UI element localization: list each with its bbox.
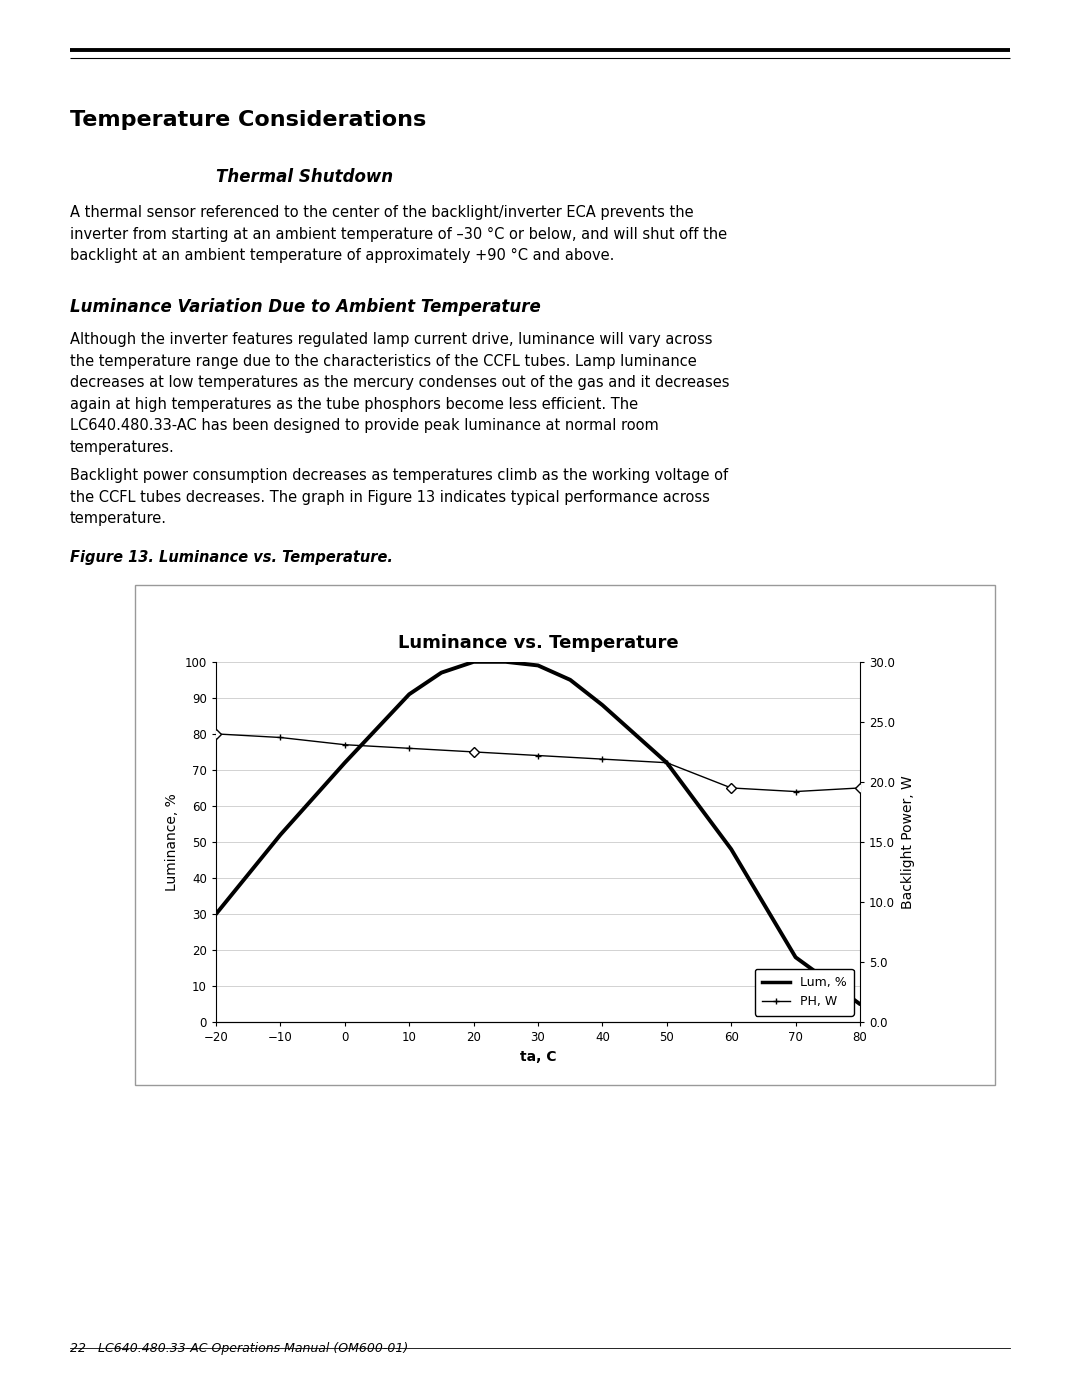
Legend: Lum, %, PH, W: Lum, %, PH, W bbox=[755, 968, 854, 1016]
Text: Backlight power consumption decreases as temperatures climb as the working volta: Backlight power consumption decreases as… bbox=[70, 468, 728, 527]
Text: Thermal Shutdown: Thermal Shutdown bbox=[216, 168, 393, 186]
Text: Although the inverter features regulated lamp current drive, luminance will vary: Although the inverter features regulated… bbox=[70, 332, 729, 455]
Text: A thermal sensor referenced to the center of the backlight/inverter ECA prevents: A thermal sensor referenced to the cente… bbox=[70, 205, 727, 263]
Text: 22   LC640.480.33-AC Operations Manual (OM600-01): 22 LC640.480.33-AC Operations Manual (OM… bbox=[70, 1343, 408, 1355]
Text: Luminance Variation Due to Ambient Temperature: Luminance Variation Due to Ambient Tempe… bbox=[70, 298, 541, 316]
Text: Figure 13. Luminance vs. Temperature.: Figure 13. Luminance vs. Temperature. bbox=[70, 550, 393, 564]
Text: Temperature Considerations: Temperature Considerations bbox=[70, 110, 427, 130]
Y-axis label: Backlight Power, W: Backlight Power, W bbox=[901, 775, 915, 909]
Y-axis label: Luminance, %: Luminance, % bbox=[165, 793, 179, 891]
X-axis label: ta, C: ta, C bbox=[519, 1049, 556, 1063]
Title: Luminance vs. Temperature: Luminance vs. Temperature bbox=[397, 634, 678, 652]
Bar bbox=[135, 585, 995, 1085]
